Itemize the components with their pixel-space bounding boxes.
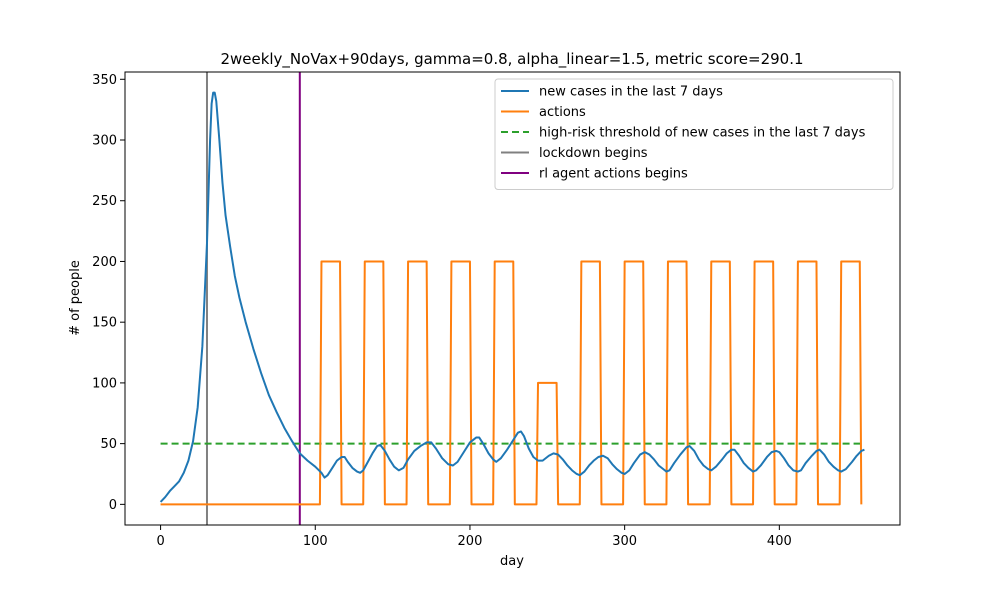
legend-label-2: high-risk threshold of new cases in the …	[539, 126, 866, 141]
plot-frame	[124, 71, 901, 526]
legend-box	[494, 78, 894, 190]
legend-label-0: new cases in the last 7 days	[539, 85, 723, 100]
y-tick-label: 300	[92, 134, 117, 149]
x-tick-label: 200	[458, 534, 483, 549]
legend: new cases in the last 7 days actions high-…	[494, 78, 894, 190]
x-tick-label: 100	[303, 534, 328, 549]
x-tick-label: 400	[767, 534, 792, 549]
chart-title: 2weekly_NoVax+90days, gamma=0.8, alpha_l…	[220, 50, 803, 69]
legend-label-1: actions	[539, 105, 586, 120]
series-line-1	[160, 260, 863, 506]
y-tick-label: 200	[92, 255, 117, 270]
x-axis-ticks: 0 100 200 300 400	[156, 525, 792, 549]
y-tick-label: 150	[92, 316, 117, 331]
series-line-0	[159, 91, 865, 503]
legend-label-3: lockdown begins	[539, 146, 648, 161]
x-tick-label: 300	[612, 534, 637, 549]
x-axis-label: day	[500, 554, 524, 569]
y-axis-label: # of people	[68, 260, 83, 336]
x-tick-label: 0	[156, 534, 164, 549]
y-tick-label: 50	[100, 437, 117, 452]
y-axis-ticks: 0 50 100 150 200 250 300 350	[92, 73, 125, 513]
y-tick-label: 100	[92, 376, 117, 391]
y-tick-label: 350	[92, 73, 117, 88]
plot-area	[159, 72, 865, 525]
y-tick-label: 0	[109, 498, 117, 513]
legend-label-4: rl agent actions begins	[539, 167, 688, 182]
y-tick-label: 250	[92, 194, 117, 209]
